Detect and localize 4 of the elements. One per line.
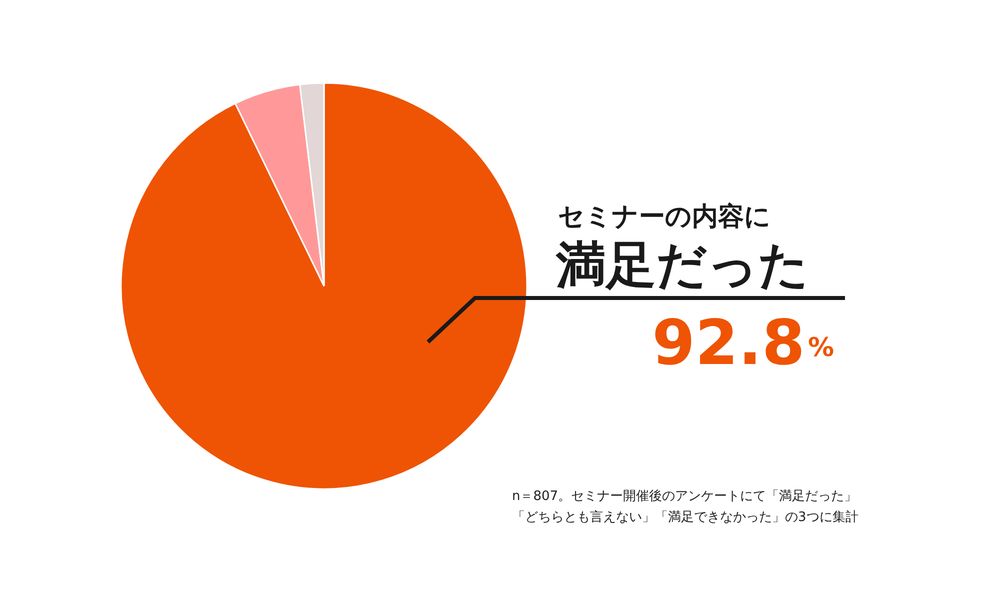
text: 「どちらとも言えない」「満足できなかった」の3つに集計: [512, 509, 858, 525]
text: n＝807。セミナー開催後のアンケートにて「満足だった」: [512, 489, 858, 504]
slice-label: セミナーの内容に満足だった: [555, 202, 809, 294]
data-label: 92.8%: [652, 306, 834, 379]
